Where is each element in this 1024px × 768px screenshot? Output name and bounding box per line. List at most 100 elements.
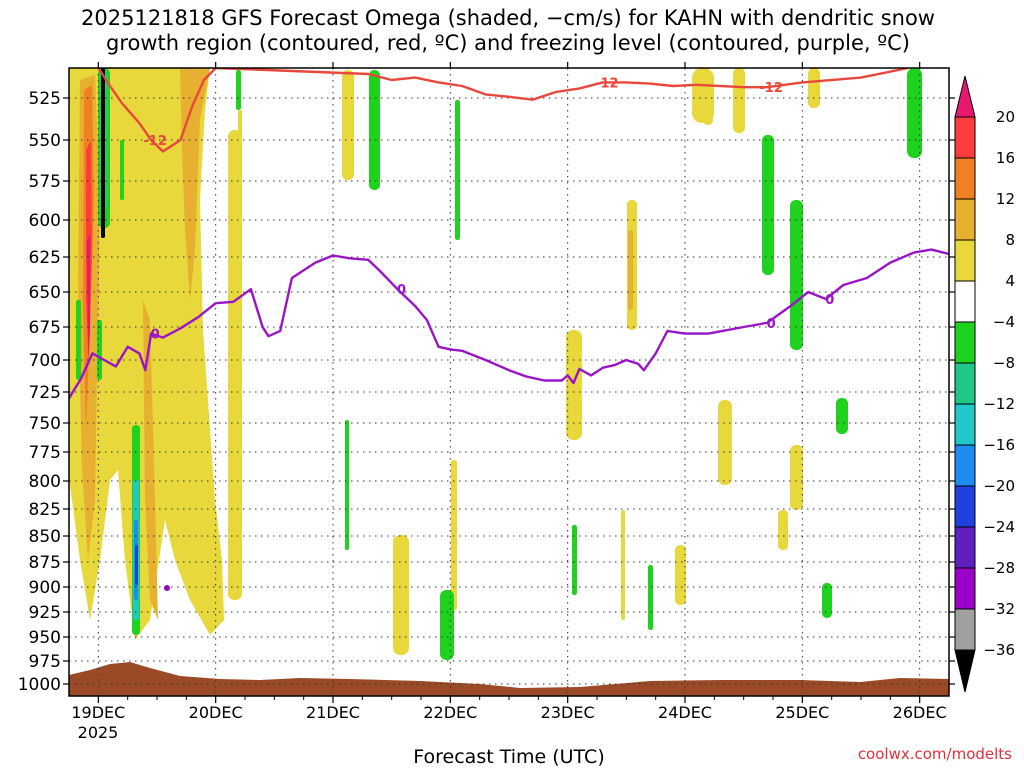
omega-shade-purple-dot: [164, 585, 170, 591]
omega-shade-blob: [342, 70, 354, 180]
omega-shade-blob: [238, 110, 242, 280]
x-tick-label: 23DEC: [541, 703, 595, 722]
colorbar-segment: [954, 403, 976, 446]
colorbar-label: −16: [983, 436, 1015, 454]
colorbar-segment: [954, 116, 976, 159]
colorbar-label: −4: [993, 313, 1015, 331]
colorbar-label: 20: [996, 108, 1015, 126]
x-tick-label: 20DEC: [189, 703, 243, 722]
y-tick-label: 575: [29, 172, 61, 192]
x-tick-label: 26DEC: [893, 703, 947, 722]
contour-label: 0: [825, 293, 834, 308]
omega-shade-blob: [648, 565, 653, 630]
contour-line-dgz: [97, 68, 909, 153]
y-axis: 525 550 575 600 625 650 675 700 725 750 775 800 825 8…: [18, 89, 955, 695]
omega-shade-blob: [621, 510, 625, 620]
omega-shade-blob: [572, 525, 577, 595]
contour-line-freezing: [69, 248, 949, 399]
omega-shade-blob: [822, 583, 832, 618]
colorbar-label: 12: [996, 190, 1015, 208]
omega-shade-blob: [451, 460, 457, 610]
x-tick-label: 19DEC: [71, 703, 125, 722]
colorbar-label: −20: [983, 477, 1015, 495]
colorbar-label: −8: [993, 354, 1015, 372]
colorbar-segment: [954, 608, 976, 651]
omega-shade-blob: [808, 68, 820, 108]
omega-shade-blob: [393, 535, 409, 655]
omega-shade-blob: [369, 70, 380, 190]
y-tick-label: 900: [29, 578, 61, 598]
y-tick-label: 750: [29, 414, 61, 434]
y-tick-label: 850: [29, 527, 61, 547]
contour-label: -12: [759, 81, 783, 96]
colorbar-label: 4: [1005, 272, 1015, 290]
colorbar-top-arrow: [954, 75, 976, 118]
omega-shade-blob: [790, 445, 803, 510]
omega-shade-blob: [836, 398, 848, 434]
colorbar-label: −32: [983, 600, 1015, 618]
omega-shade-blob: [135, 545, 138, 585]
x-tick-label: 21DEC: [306, 703, 360, 722]
omega-shade-blob: [762, 135, 774, 275]
omega-shade-blob: [778, 510, 788, 550]
colorbar-segment: [954, 280, 976, 323]
y-tick-label: 675: [29, 318, 61, 338]
terrain-ground: [69, 662, 949, 696]
colorbar-segment: [954, 444, 976, 487]
omega-shade-blob: [703, 85, 713, 125]
contour-label: 0: [151, 328, 160, 343]
contour-label: 0: [397, 283, 406, 298]
colorbar-segment: [954, 321, 976, 364]
colorbar-segment: [954, 485, 976, 528]
colorbar: 20 16 12 8 4 −4 −8 −12 −16 −20 −24 −28 −32 −36: [954, 75, 1015, 693]
y-tick-label: 600: [29, 211, 61, 231]
y-tick-label: 975: [29, 652, 61, 672]
omega-shade-blob: [790, 200, 803, 350]
y-tick-label: 1000: [18, 675, 61, 695]
y-tick-label: 525: [29, 89, 61, 109]
y-tick-label: 825: [29, 500, 61, 520]
colorbar-segment: [954, 567, 976, 610]
chart-title-line2: growth region (contoured, red, ºC) and f…: [106, 31, 910, 55]
omega-shade-orange: [180, 68, 210, 300]
y-tick-label: 775: [29, 443, 61, 463]
y-tick-label: 925: [29, 603, 61, 623]
y-tick-label: 800: [29, 472, 61, 492]
colorbar-segment: [954, 526, 976, 569]
contour-label: -12: [143, 134, 167, 149]
y-tick-label: 875: [29, 553, 61, 573]
omega-shade-blob: [455, 100, 460, 240]
contour-label: 0: [767, 317, 776, 332]
colorbar-segment: [954, 157, 976, 200]
y-tick-label: 950: [29, 628, 61, 648]
omega-shading: [69, 68, 949, 696]
omega-shade-blob: [907, 68, 922, 158]
omega-shade-orange: [143, 300, 158, 620]
omega-shade-magenta: [87, 235, 90, 360]
credit-text: coolwx.com/modelts: [858, 745, 1012, 763]
colorbar-label: −36: [983, 641, 1015, 659]
chart-title-line1: 2025121818 GFS Forecast Omega (shaded, −…: [81, 6, 935, 30]
x-tick-label: 25DEC: [775, 703, 829, 722]
omega-shade-blob: [345, 420, 349, 550]
y-tick-label: 625: [29, 248, 61, 268]
x-tick-label: 24DEC: [658, 703, 712, 722]
contour-label: -12: [595, 76, 619, 91]
omega-shade-blob: [76, 300, 81, 380]
x-axis-title: Forecast Time (UTC): [413, 746, 604, 768]
omega-shade-blob: [120, 140, 124, 200]
x-tick-label: 22DEC: [423, 703, 477, 722]
omega-shade-blob: [675, 545, 686, 605]
x-axis: 19DEC 20DEC 21DEC 22DEC 23DEC 24DEC 25DEC 26DEC: [71, 62, 947, 722]
omega-shade-blob: [733, 68, 745, 133]
omega-shade-blob: [440, 590, 454, 660]
colorbar-label: 16: [996, 149, 1015, 167]
y-tick-label: 550: [29, 131, 61, 151]
omega-shade-blob: [718, 400, 732, 485]
y-tick-label: 725: [29, 383, 61, 403]
y-tick-label: 700: [29, 351, 61, 371]
omega-shade-blob: [628, 230, 633, 310]
colorbar-label: −24: [983, 518, 1015, 536]
colorbar-segment: [954, 198, 976, 241]
colorbar-label: 8: [1005, 231, 1015, 249]
